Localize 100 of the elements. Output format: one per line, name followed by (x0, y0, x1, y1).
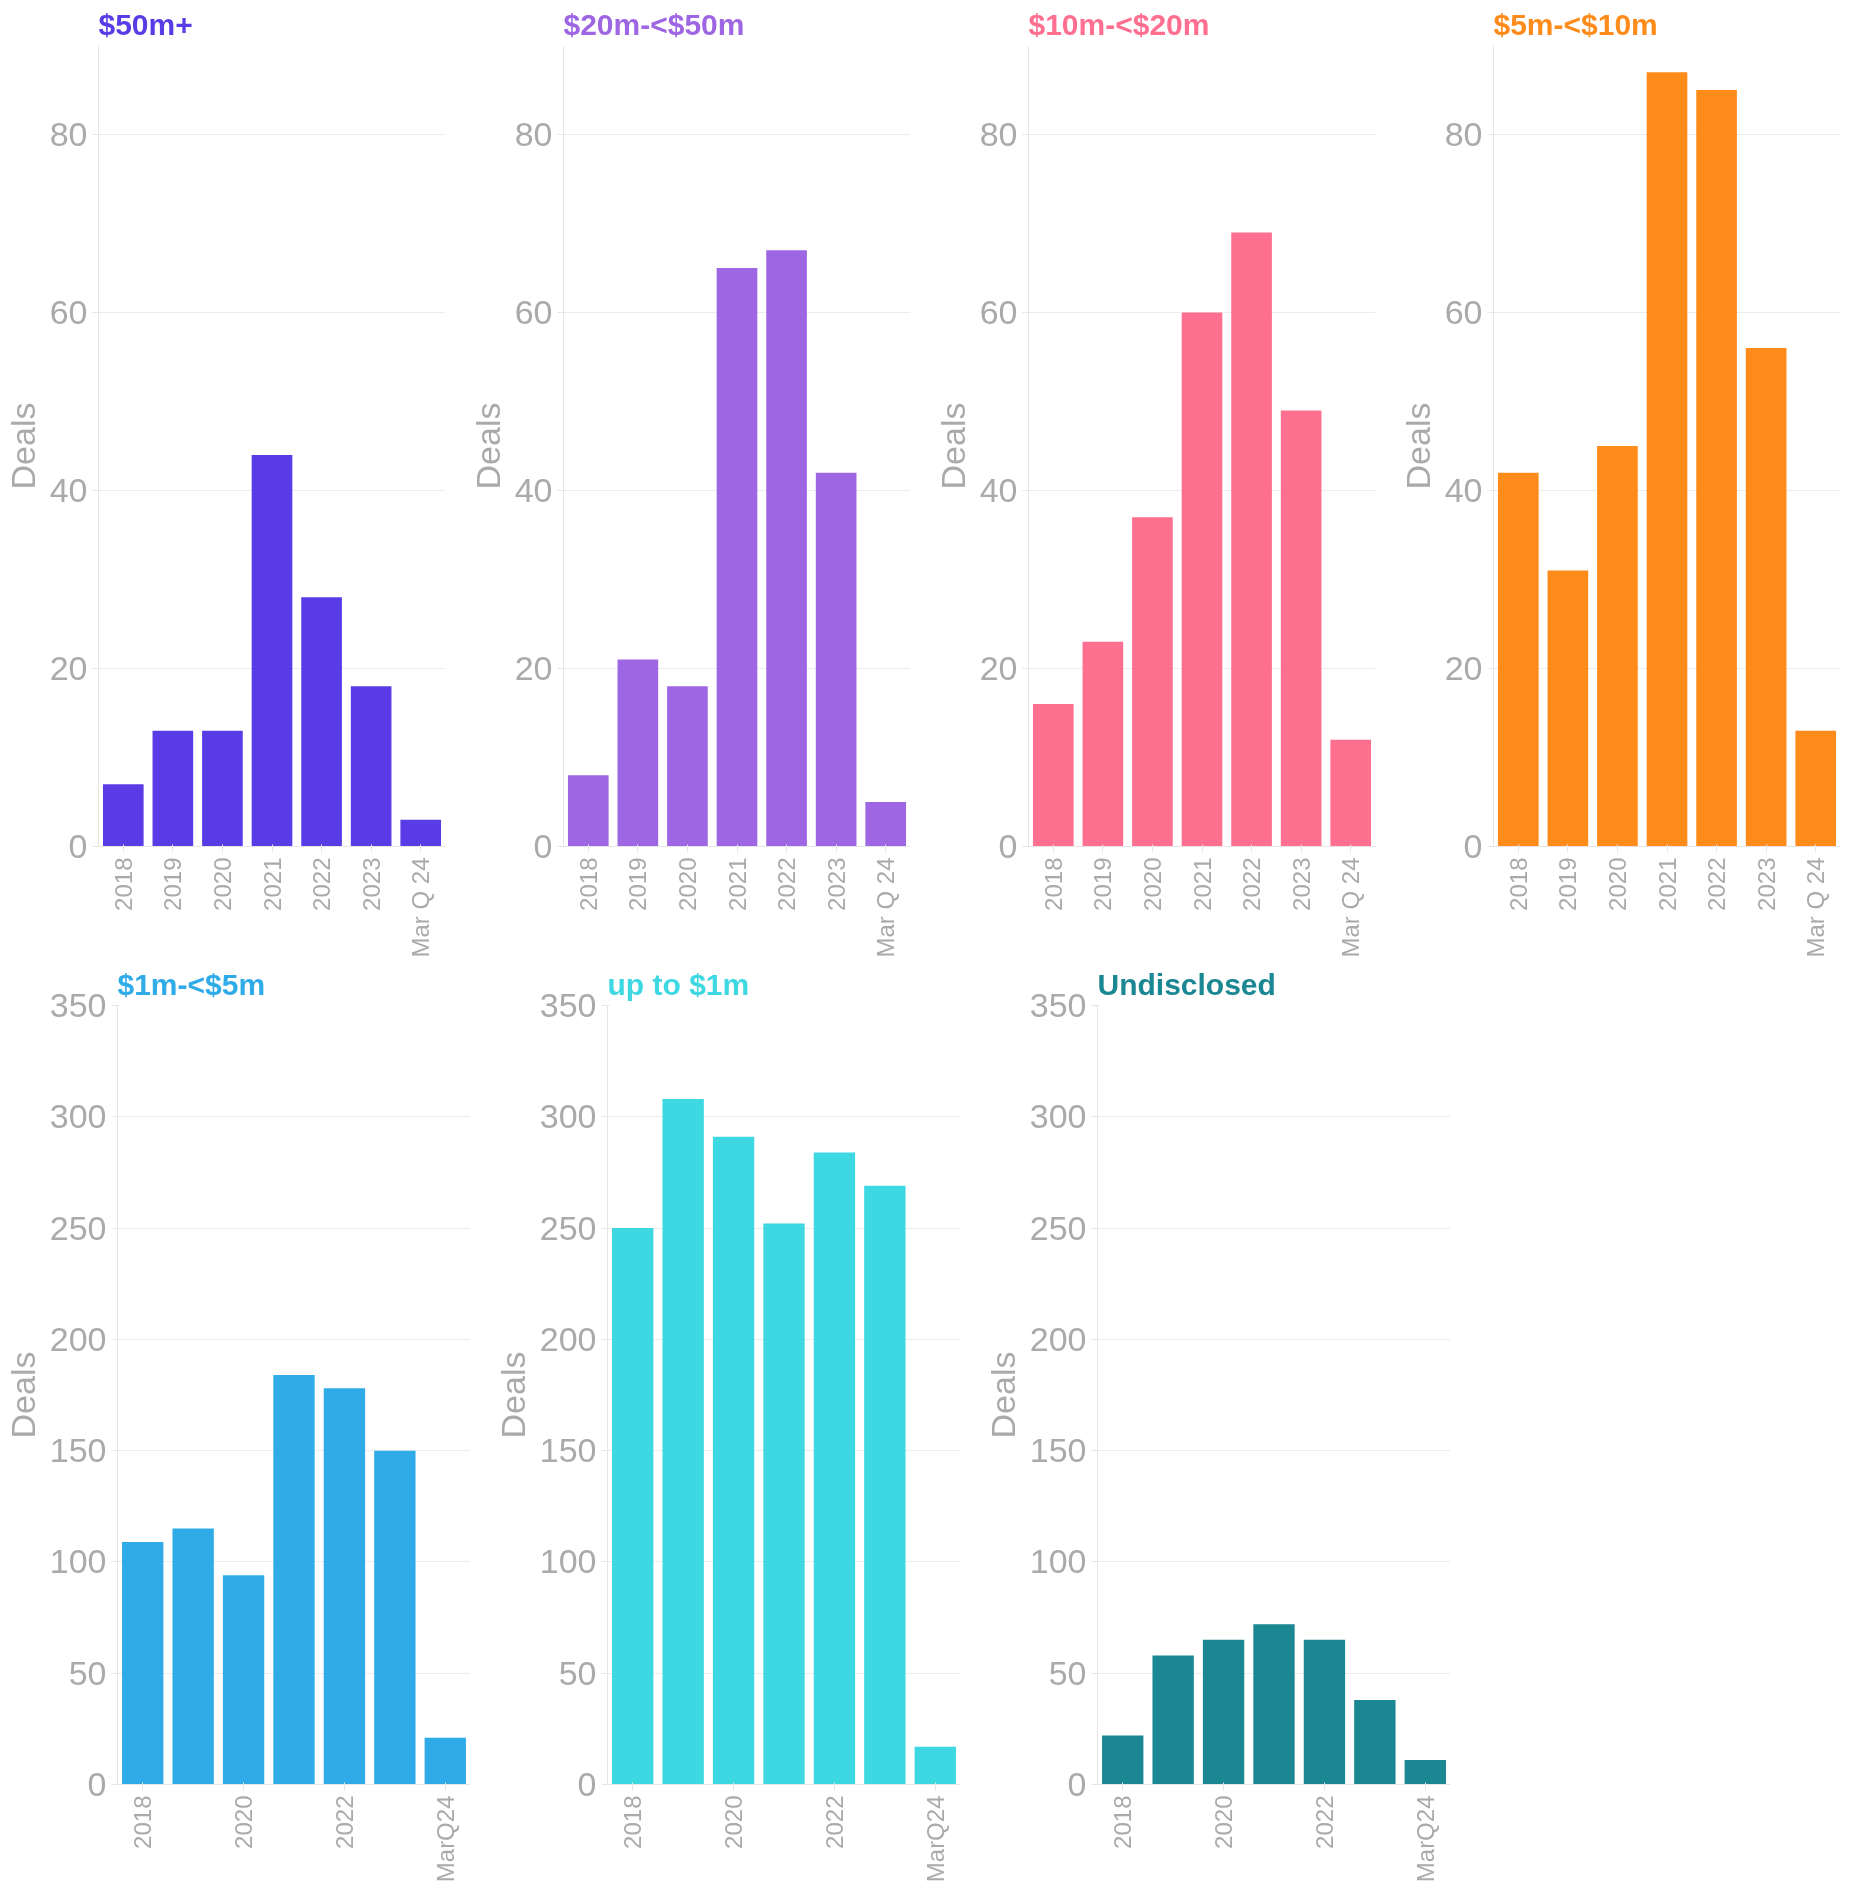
y-axis-title: Deals (493, 1351, 532, 1439)
bar (424, 1737, 466, 1785)
y-tick-label: 80 (979, 115, 1018, 153)
bar (222, 1575, 265, 1785)
y-axis-title: Deals (3, 402, 42, 490)
x-tick-label: 2022 (773, 857, 801, 911)
y-tick-label: 40 (979, 471, 1018, 509)
y-tick-label: 20 (979, 649, 1018, 687)
y-tick-label: 40 (1444, 471, 1483, 509)
y-tick-label: 100 (49, 1542, 107, 1581)
y-tick-label: 0 (998, 827, 1018, 865)
y-tick-label: 100 (1029, 1542, 1087, 1581)
bar (1231, 232, 1272, 847)
x-tick-label: 2020 (720, 1795, 748, 1849)
y-tick-label: 150 (49, 1431, 107, 1470)
bar (350, 686, 392, 847)
bar (374, 1450, 416, 1785)
bar (1646, 72, 1688, 847)
chart-title: $1m-<$5m (117, 967, 266, 1001)
x-tick-label: Mar Q 24 (407, 857, 435, 958)
y-tick-label: 0 (577, 1765, 597, 1803)
x-tick-label: Mar Q 24 (1802, 857, 1830, 958)
x-tick-label: 2022 (820, 1795, 848, 1849)
x-tick-label: 2020 (673, 857, 701, 911)
y-tick-label: 250 (1029, 1208, 1087, 1247)
x-tick-label: 2022 (1310, 1795, 1338, 1849)
x-tick-label: Mar Q 24 (872, 857, 900, 958)
x-tick-label: 2022 (1703, 857, 1731, 911)
x-tick-label: 2023 (357, 857, 385, 911)
bar (1404, 1760, 1446, 1785)
x-tick-label: 2020 (230, 1795, 258, 1849)
y-tick-label: 80 (49, 115, 88, 153)
y-axis-title: Deals (983, 1351, 1022, 1439)
bar (662, 1098, 704, 1785)
x-tick-label: 2021 (1653, 857, 1681, 911)
chart-title: $50m+ (98, 7, 193, 41)
y-tick-label: 60 (49, 293, 88, 331)
bar (1795, 730, 1837, 847)
bar (1696, 90, 1737, 847)
x-tick-label: 2023 (1752, 857, 1780, 911)
y-tick-label: 300 (1029, 1097, 1087, 1136)
bar (1102, 1735, 1144, 1785)
x-tick-label: 2020 (208, 857, 236, 911)
bar (667, 686, 708, 847)
bar (202, 730, 243, 847)
bar (400, 819, 442, 847)
y-tick-label: 40 (514, 471, 553, 509)
bar (1354, 1699, 1396, 1785)
x-tick-label: MarQ24 (1411, 1795, 1439, 1883)
y-axis-title: Deals (1398, 402, 1437, 490)
bar (1330, 739, 1372, 847)
bar (612, 1228, 654, 1785)
x-tick-label: 2020 (1138, 857, 1166, 911)
y-axis-title: Deals (3, 1351, 42, 1439)
x-tick-label: 2023 (822, 857, 850, 911)
bar (1152, 1655, 1194, 1785)
bar (1181, 312, 1223, 847)
x-tick-label: MarQ24 (921, 1795, 949, 1883)
y-tick-label: 60 (1444, 293, 1483, 331)
x-tick-label: MarQ24 (431, 1795, 459, 1883)
bar (323, 1388, 366, 1785)
bar (1082, 641, 1124, 847)
x-tick-label: 2022 (330, 1795, 358, 1849)
bar (172, 1528, 214, 1785)
y-tick-label: 20 (49, 649, 88, 687)
chart-title: $20m-<$50m (563, 7, 745, 41)
x-tick-label: 2022 (308, 857, 336, 911)
bar (152, 730, 194, 847)
chart-title: up to $1m (607, 967, 750, 1001)
bar (1597, 446, 1638, 847)
bar (815, 472, 857, 847)
bar (865, 802, 907, 847)
y-tick-label: 300 (539, 1097, 597, 1136)
y-tick-label: 60 (514, 293, 553, 331)
bar (1253, 1624, 1295, 1785)
y-tick-label: 0 (68, 827, 88, 865)
bar (813, 1152, 856, 1785)
y-tick-label: 40 (49, 471, 88, 509)
x-tick-label: 2022 (1238, 857, 1266, 911)
x-tick-label: 2021 (723, 857, 751, 911)
y-tick-label: 200 (1029, 1319, 1087, 1358)
x-tick-label: 2020 (1603, 857, 1631, 911)
bar (1280, 410, 1322, 847)
bar (914, 1746, 956, 1785)
bar (864, 1185, 906, 1785)
y-tick-label: 350 (539, 986, 597, 1024)
y-tick-label: 0 (1067, 1765, 1087, 1803)
bar (567, 775, 609, 847)
x-tick-label: 2018 (1504, 857, 1532, 911)
bar (712, 1136, 755, 1785)
bar (1745, 348, 1787, 847)
y-tick-label: 20 (514, 649, 553, 687)
x-tick-label: 2018 (574, 857, 602, 911)
y-tick-label: 200 (539, 1319, 597, 1358)
bar (766, 250, 807, 847)
chart-title: $10m-<$20m (1028, 7, 1210, 41)
x-tick-label: 2019 (1554, 857, 1582, 911)
y-tick-label: 60 (979, 293, 1018, 331)
bar (301, 597, 342, 847)
x-tick-label: Mar Q 24 (1337, 857, 1365, 958)
